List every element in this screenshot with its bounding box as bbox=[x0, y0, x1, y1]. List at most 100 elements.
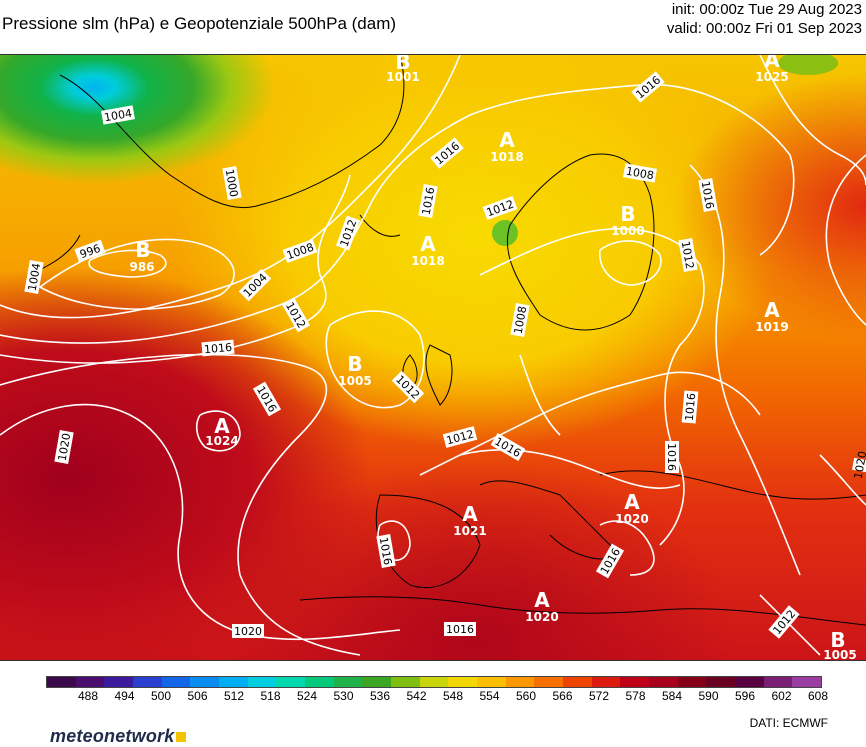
colorbar-swatch bbox=[563, 677, 592, 687]
svg-text:986: 986 bbox=[129, 260, 154, 274]
svg-text:A: A bbox=[214, 414, 230, 438]
isobar-label: 1016 bbox=[683, 393, 698, 422]
colorbar-tick-label: 506 bbox=[187, 689, 208, 703]
isobar-label: 1016 bbox=[699, 180, 717, 210]
colorbar-tick-label: 590 bbox=[698, 689, 719, 703]
svg-text:A: A bbox=[499, 128, 515, 152]
logo-text: meteonetwork bbox=[50, 726, 175, 746]
isobar-label: 1004 bbox=[26, 262, 44, 292]
colorbar-swatch bbox=[104, 677, 134, 687]
colorbar-tick-label: 554 bbox=[479, 689, 500, 703]
colorbar-tick-label: 608 bbox=[807, 689, 829, 703]
colorbar-tick-label: 572 bbox=[588, 689, 610, 703]
isobar-label: 1016 bbox=[420, 186, 438, 216]
colorbar-tick-label: 494 bbox=[114, 689, 135, 703]
colorbar-swatch bbox=[448, 677, 478, 687]
colorbar-swatch bbox=[677, 677, 707, 687]
svg-text:B: B bbox=[395, 55, 410, 74]
map-canvas: 1004 1000 996 1004 1004 1008 1012 1016 1… bbox=[0, 55, 866, 660]
isobar-label: 1004 bbox=[103, 107, 133, 125]
colorbar-swatch bbox=[620, 677, 650, 687]
colorbar-ticks: 488 494 500 506 512 518 524 530 536 542 548 554 560 5… bbox=[46, 689, 828, 705]
colorbar-tick-label: 548 bbox=[442, 689, 464, 703]
svg-text:1020: 1020 bbox=[525, 610, 558, 624]
valid-time: valid: 00:00z Fri 01 Sep 2023 bbox=[666, 20, 862, 37]
svg-text:1024: 1024 bbox=[205, 434, 238, 448]
init-time: init: 00:00z Tue 29 Aug 2023 bbox=[671, 1, 862, 18]
isobar-label: 1008 bbox=[512, 305, 530, 335]
colorbar-swatch bbox=[792, 677, 822, 687]
svg-text:1019: 1019 bbox=[755, 320, 788, 334]
colorbar-swatch bbox=[362, 677, 392, 687]
colorbar-swatch bbox=[477, 677, 506, 687]
svg-text:A: A bbox=[624, 490, 640, 514]
logo: meteonetwork bbox=[50, 726, 187, 747]
colorbar-swatch bbox=[591, 677, 621, 687]
svg-text:A: A bbox=[764, 55, 780, 72]
svg-text:B: B bbox=[830, 628, 845, 652]
svg-text:1021: 1021 bbox=[453, 524, 486, 538]
colorbar bbox=[46, 676, 822, 688]
svg-text:B: B bbox=[347, 352, 362, 376]
colorbar-tick-label: 566 bbox=[552, 689, 573, 703]
colorbar-swatch bbox=[735, 677, 764, 687]
svg-text:1001: 1001 bbox=[386, 70, 419, 84]
colorbar-swatch bbox=[190, 677, 220, 687]
isobar-label: 1016 bbox=[665, 443, 678, 471]
colorbar-swatch bbox=[247, 677, 277, 687]
svg-text:1000: 1000 bbox=[611, 224, 644, 238]
colorbar-swatch bbox=[391, 677, 420, 687]
svg-text:1018: 1018 bbox=[490, 150, 523, 164]
colorbar-tick-label: 542 bbox=[406, 689, 427, 703]
colorbar-swatch bbox=[133, 677, 162, 687]
colorbar-swatch bbox=[333, 677, 363, 687]
colorbar-swatch bbox=[305, 677, 334, 687]
colorbar-tick-label: 578 bbox=[625, 689, 646, 703]
svg-text:A: A bbox=[462, 502, 478, 526]
colorbar-swatch bbox=[47, 677, 76, 687]
colorbar-swatch bbox=[649, 677, 678, 687]
data-credit: DATI: ECMWF bbox=[749, 716, 828, 730]
colorbar-tick-label: 560 bbox=[515, 689, 537, 703]
colorbar-swatch bbox=[419, 677, 449, 687]
svg-text:A: A bbox=[764, 298, 780, 322]
isobar-label: 1016 bbox=[377, 536, 395, 566]
colorbar-swatch bbox=[75, 677, 105, 687]
colorbar-swatch bbox=[161, 677, 191, 687]
isobar-label: 1020 bbox=[234, 625, 262, 638]
colorbar-swatch bbox=[505, 677, 535, 687]
svg-text:A: A bbox=[534, 588, 550, 612]
colorbar-tick-label: 536 bbox=[369, 689, 391, 703]
svg-text:B: B bbox=[620, 202, 635, 226]
colorbar-swatch bbox=[763, 677, 793, 687]
svg-text:1005: 1005 bbox=[823, 648, 856, 660]
colorbar-tick-label: 500 bbox=[150, 689, 172, 703]
isobar-label: 1016 bbox=[204, 341, 233, 356]
colorbar-swatch bbox=[219, 677, 248, 687]
isobar-label: 1012 bbox=[679, 240, 697, 270]
colorbar-tick-label: 602 bbox=[771, 689, 792, 703]
colorbar-tick-label: 530 bbox=[333, 689, 354, 703]
svg-text:1025: 1025 bbox=[755, 70, 788, 84]
isobar-label: 1000 bbox=[223, 168, 241, 198]
svg-text:1018: 1018 bbox=[411, 254, 444, 268]
colorbar-tick-label: 584 bbox=[661, 689, 683, 703]
svg-text:1020: 1020 bbox=[615, 512, 648, 526]
colorbar-swatch bbox=[276, 677, 306, 687]
run-info: init: 00:00z Tue 29 Aug 2023 valid: 00:0… bbox=[667, 0, 862, 38]
colorbar-tick-label: 512 bbox=[223, 689, 245, 703]
isobar-label: 1020 bbox=[852, 450, 866, 480]
colorbar-tick-label: 518 bbox=[260, 689, 281, 703]
isobar-label: 1008 bbox=[625, 165, 655, 183]
